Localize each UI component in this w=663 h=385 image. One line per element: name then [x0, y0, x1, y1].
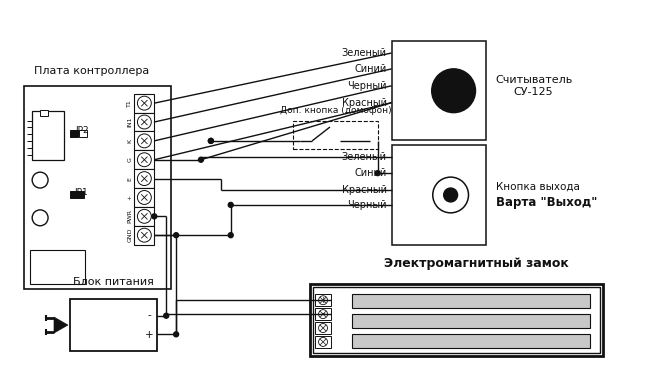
Circle shape [198, 157, 204, 162]
Circle shape [319, 323, 328, 333]
Text: Кнопка выхода: Кнопка выхода [496, 182, 579, 192]
Circle shape [137, 191, 151, 204]
Circle shape [152, 214, 156, 219]
Text: +: + [320, 296, 327, 305]
Circle shape [137, 134, 151, 148]
Bar [315, 322, 331, 334]
Bar [135, 150, 154, 169]
Bar [40, 110, 48, 116]
Circle shape [208, 138, 213, 143]
Circle shape [32, 172, 48, 188]
Bar [392, 41, 486, 141]
Text: Считыватель
СУ-125: Считыватель СУ-125 [495, 75, 572, 97]
Text: PWR: PWR [127, 209, 133, 223]
Bar [352, 334, 590, 348]
Text: Черный: Черный [347, 81, 387, 91]
Text: JP1: JP1 [75, 187, 89, 196]
Circle shape [174, 332, 178, 337]
Bar [32, 110, 64, 160]
Text: GND: GND [127, 228, 133, 243]
Text: Синий: Синий [354, 168, 387, 178]
Bar [135, 207, 154, 226]
Circle shape [137, 96, 151, 110]
Text: -: - [322, 310, 325, 319]
Bar [135, 169, 154, 188]
Text: Зеленый: Зеленый [341, 152, 387, 162]
Circle shape [444, 188, 457, 202]
Text: Блок питания: Блок питания [73, 277, 154, 287]
Bar [135, 94, 154, 112]
Circle shape [137, 228, 151, 242]
Bar [70, 191, 84, 198]
Text: Синий: Синий [354, 64, 387, 74]
Text: T1: T1 [127, 99, 133, 107]
Bar [315, 294, 331, 306]
Bar [313, 287, 600, 353]
Bar [352, 314, 590, 328]
Text: Доп. кнопка (домофон): Доп. кнопка (домофон) [280, 106, 391, 115]
Bar [25, 86, 171, 289]
Text: E: E [127, 177, 133, 181]
Text: JP2: JP2 [75, 126, 89, 135]
Bar [135, 188, 154, 207]
Bar [135, 226, 154, 244]
Circle shape [174, 233, 178, 238]
Circle shape [208, 138, 213, 143]
Text: Электромагнитный замок: Электромагнитный замок [384, 258, 569, 270]
Text: K: K [127, 139, 133, 143]
Bar [315, 308, 331, 320]
Circle shape [319, 337, 328, 346]
Circle shape [137, 209, 151, 223]
Circle shape [164, 313, 168, 318]
Text: -: - [147, 310, 151, 320]
Circle shape [137, 115, 151, 129]
Text: +: + [127, 195, 133, 200]
Circle shape [228, 233, 233, 238]
Circle shape [433, 177, 469, 213]
Bar [315, 336, 331, 348]
Text: IN1: IN1 [127, 117, 133, 127]
Circle shape [228, 203, 233, 208]
Bar [30, 249, 85, 285]
Text: G: G [127, 157, 133, 162]
Bar [135, 112, 154, 131]
Bar [352, 294, 590, 308]
Circle shape [319, 310, 328, 318]
Bar [392, 146, 486, 244]
Circle shape [375, 171, 380, 176]
Polygon shape [54, 317, 68, 333]
Text: Плата контроллера: Плата контроллера [34, 66, 149, 76]
Bar [310, 285, 603, 356]
Text: Зеленый: Зеленый [341, 48, 387, 58]
Text: Красный: Красный [341, 98, 387, 108]
Bar [70, 131, 78, 137]
Circle shape [432, 69, 475, 112]
Circle shape [137, 172, 151, 186]
Circle shape [137, 153, 151, 167]
Bar [70, 299, 157, 351]
Circle shape [32, 210, 48, 226]
Text: Черный: Черный [347, 200, 387, 210]
Text: Красный: Красный [341, 185, 387, 195]
Circle shape [319, 296, 328, 305]
Bar [79, 131, 87, 137]
Bar [293, 121, 378, 149]
Bar [135, 131, 154, 150]
Text: Варта "Выход": Варта "Выход" [496, 196, 597, 209]
Text: +: + [145, 330, 154, 340]
